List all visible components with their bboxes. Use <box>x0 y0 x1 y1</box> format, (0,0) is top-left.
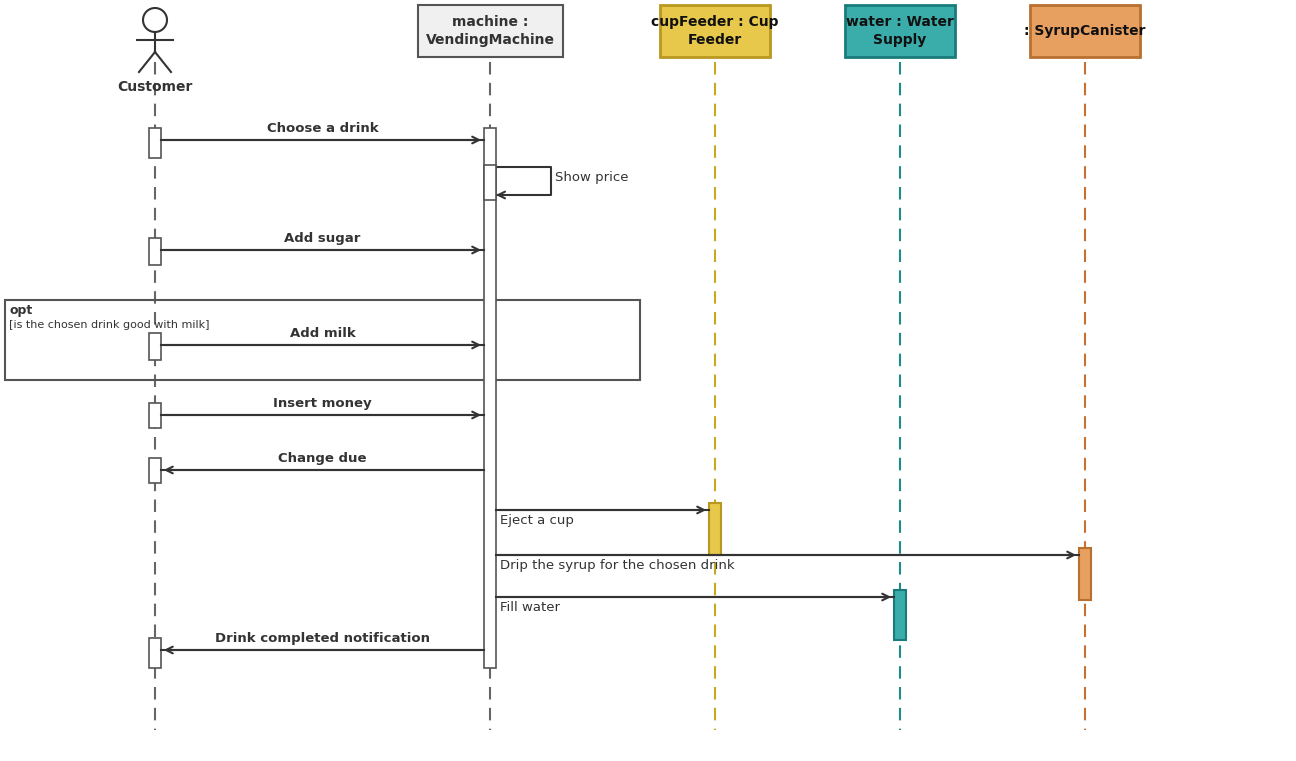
Bar <box>894 590 906 640</box>
Bar <box>149 238 161 265</box>
Bar <box>483 128 496 668</box>
Text: Drink completed notification: Drink completed notification <box>215 632 430 645</box>
Text: Add sugar: Add sugar <box>284 232 360 245</box>
Text: opt: opt <box>9 304 32 317</box>
Text: Add milk: Add milk <box>289 327 355 340</box>
Text: Choose a drink: Choose a drink <box>267 122 378 135</box>
Bar <box>1080 548 1091 600</box>
Bar <box>149 403 161 428</box>
Text: [is the chosen drink good with milk]: [is the chosen drink good with milk] <box>9 320 210 330</box>
Bar <box>5 300 640 380</box>
Text: Customer: Customer <box>118 80 193 94</box>
Text: Change due: Change due <box>279 452 367 465</box>
Bar <box>709 503 721 555</box>
Text: Insert money: Insert money <box>273 397 372 410</box>
Bar <box>149 458 161 483</box>
Text: Fill water: Fill water <box>500 601 560 614</box>
Bar <box>417 5 562 57</box>
Bar <box>149 638 161 668</box>
Text: : SyrupCanister: : SyrupCanister <box>1024 24 1146 38</box>
Text: machine :
VendingMachine: machine : VendingMachine <box>425 14 555 47</box>
Bar <box>149 333 161 360</box>
Bar <box>483 165 496 200</box>
Text: Drip the syrup for the chosen drink: Drip the syrup for the chosen drink <box>500 559 735 572</box>
Text: water : Water
Supply: water : Water Supply <box>846 14 954 47</box>
Bar <box>660 5 770 57</box>
Text: cupFeeder : Cup
Feeder: cupFeeder : Cup Feeder <box>652 14 779 47</box>
Bar <box>1030 5 1140 57</box>
Bar <box>149 128 161 158</box>
Text: Show price: Show price <box>555 171 629 184</box>
Text: Eject a cup: Eject a cup <box>500 514 574 527</box>
Bar <box>845 5 955 57</box>
